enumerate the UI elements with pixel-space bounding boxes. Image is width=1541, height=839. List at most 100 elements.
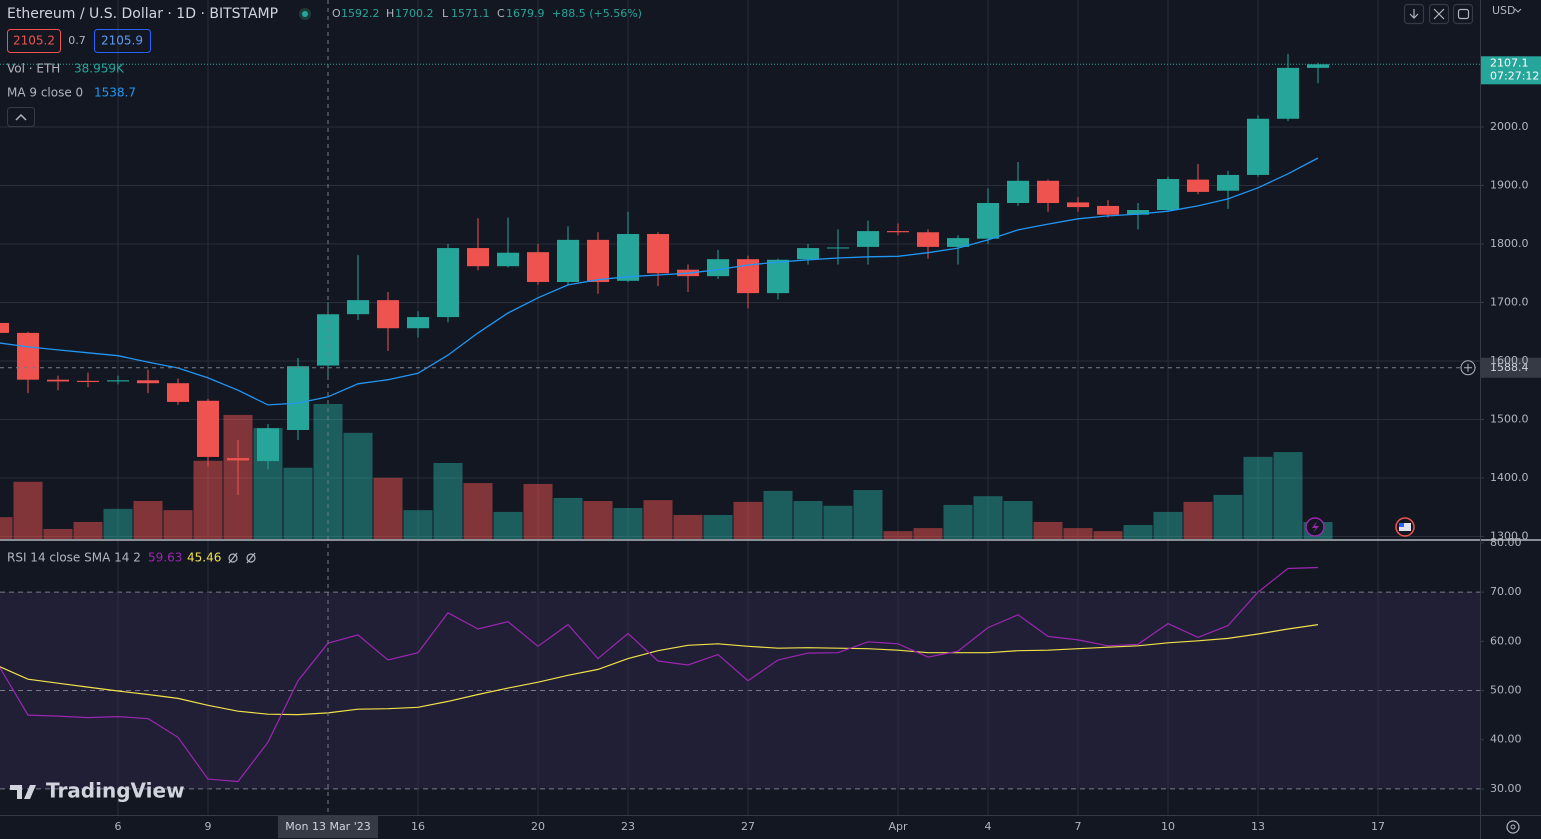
logo-mark[interactable] [10,785,36,799]
rsi-y-tick-label: 50.00 [1490,684,1522,697]
y-tick-label: 1700.0 [1490,295,1529,308]
candle-body [1097,205,1119,215]
volume-bar [433,462,463,539]
symbol-title[interactable]: Ethereum / U.S. Dollar · 1D · BITSTAMP [7,6,278,22]
candle-body [827,247,849,249]
move-down-icon [1409,9,1419,19]
move-down-button[interactable] [1403,3,1425,25]
y-tick-label: 1800.0 [1490,237,1529,250]
collapse-button[interactable] [1428,3,1450,25]
y-tick-label: 1300.0 [1490,529,1529,542]
currency-label[interactable]: USD [1492,4,1516,17]
candle-body [197,400,219,457]
ohlc-letter: H [386,7,394,20]
candle-body [497,252,519,267]
candle-body [557,239,579,282]
volume-bar [553,497,583,539]
volume-bar [1183,501,1213,539]
volume-legend-value: 38.959K [74,62,125,76]
flag-icon [1399,523,1411,531]
collapse-icon [1433,8,1445,20]
candle-body [947,238,969,247]
volume-bar [373,477,403,539]
candle-body [47,379,69,382]
null-icon-slash [228,552,238,564]
x-tick-label: 17 [1371,820,1385,833]
sell-button[interactable] [7,29,61,53]
collapse-legend-button[interactable] [7,107,35,127]
candle-body [1247,118,1269,175]
sell-price[interactable]: 2105.2 [13,34,55,48]
candle-body [167,383,189,402]
logo-text[interactable]: TradingView [46,779,185,803]
candle-body [1157,179,1179,211]
candle-body [107,380,129,382]
candle-body [287,366,309,431]
ohlc-letter: O [332,7,341,20]
settings-icon [1510,824,1516,830]
candle-body [17,332,39,380]
candle-body [1187,179,1209,192]
volume-layer [0,404,1333,539]
settings-button[interactable] [1506,820,1520,834]
volume-bar [43,528,73,539]
candle-body [587,239,609,282]
volume-bar [853,490,883,539]
null-icon-slash [246,552,256,564]
x-tick-label: 27 [741,820,755,833]
ohlc-value: 1700.2 [395,7,434,20]
rsi-sma-line [0,624,1319,716]
volume-bar [13,481,43,539]
volume-bar [763,490,793,539]
buy-price[interactable]: 2105.9 [101,34,143,48]
volume-bar [1003,500,1033,539]
volume-bar [403,510,433,539]
last-price-box [1481,56,1541,85]
y-tick-label: 1900.0 [1490,178,1529,191]
candle-body [227,458,249,461]
volume-bar [1063,528,1093,539]
x-tick-label: 4 [985,820,992,833]
volume-bar [973,496,1003,539]
rsi-y-tick-label: 80.00 [1490,536,1522,549]
ohlc-letter: L [442,7,449,20]
candle-body [1307,64,1329,68]
countdown-label: 07:27:12 [1490,69,1539,82]
market-status-dot [302,11,308,17]
crosshair-date-box [278,816,378,838]
candle-body [377,300,399,329]
x-tick-label: Apr [888,820,908,833]
null-icon [228,553,238,563]
ohlc-value: 1679.9 [506,7,545,20]
x-tick-label: 20 [531,820,545,833]
volume-bar [283,467,313,539]
candle-body [1277,67,1299,119]
rsi-sma-legend-value: 45.46 [187,551,221,565]
ohlc-value: 1592.2 [341,7,380,20]
volume-bar [133,500,163,539]
change-value: +88.5 (+5.56%) [552,7,642,20]
crosshair-date-label: Mon 13 Mar '23 [285,820,370,833]
ma-legend-value: 1538.7 [94,86,136,100]
candle-body [77,380,99,383]
events-icon-bolt [1312,521,1319,533]
ohlc-value: 1571.1 [451,7,490,20]
candle-body [1037,180,1059,204]
maximize-button[interactable] [1452,3,1474,25]
rsi-y-tick-label: 70.00 [1490,585,1522,598]
add-alert-icon [1464,363,1472,372]
y-tick-label: 1500.0 [1490,412,1529,425]
volume-legend: Vol · ETH [7,62,60,76]
rsi-line [0,566,1319,783]
rsi-legend-value: 59.63 [148,551,182,565]
pane-buttons [1403,3,1474,25]
candle-body [407,317,429,329]
candle-body [887,231,909,233]
volume-bar [913,528,943,539]
volume-bar [73,521,103,539]
rsi-y-tick-label: 40.00 [1490,733,1522,746]
volume-bar [163,510,193,539]
volume-bar [943,504,973,539]
buy-button[interactable] [94,29,151,53]
